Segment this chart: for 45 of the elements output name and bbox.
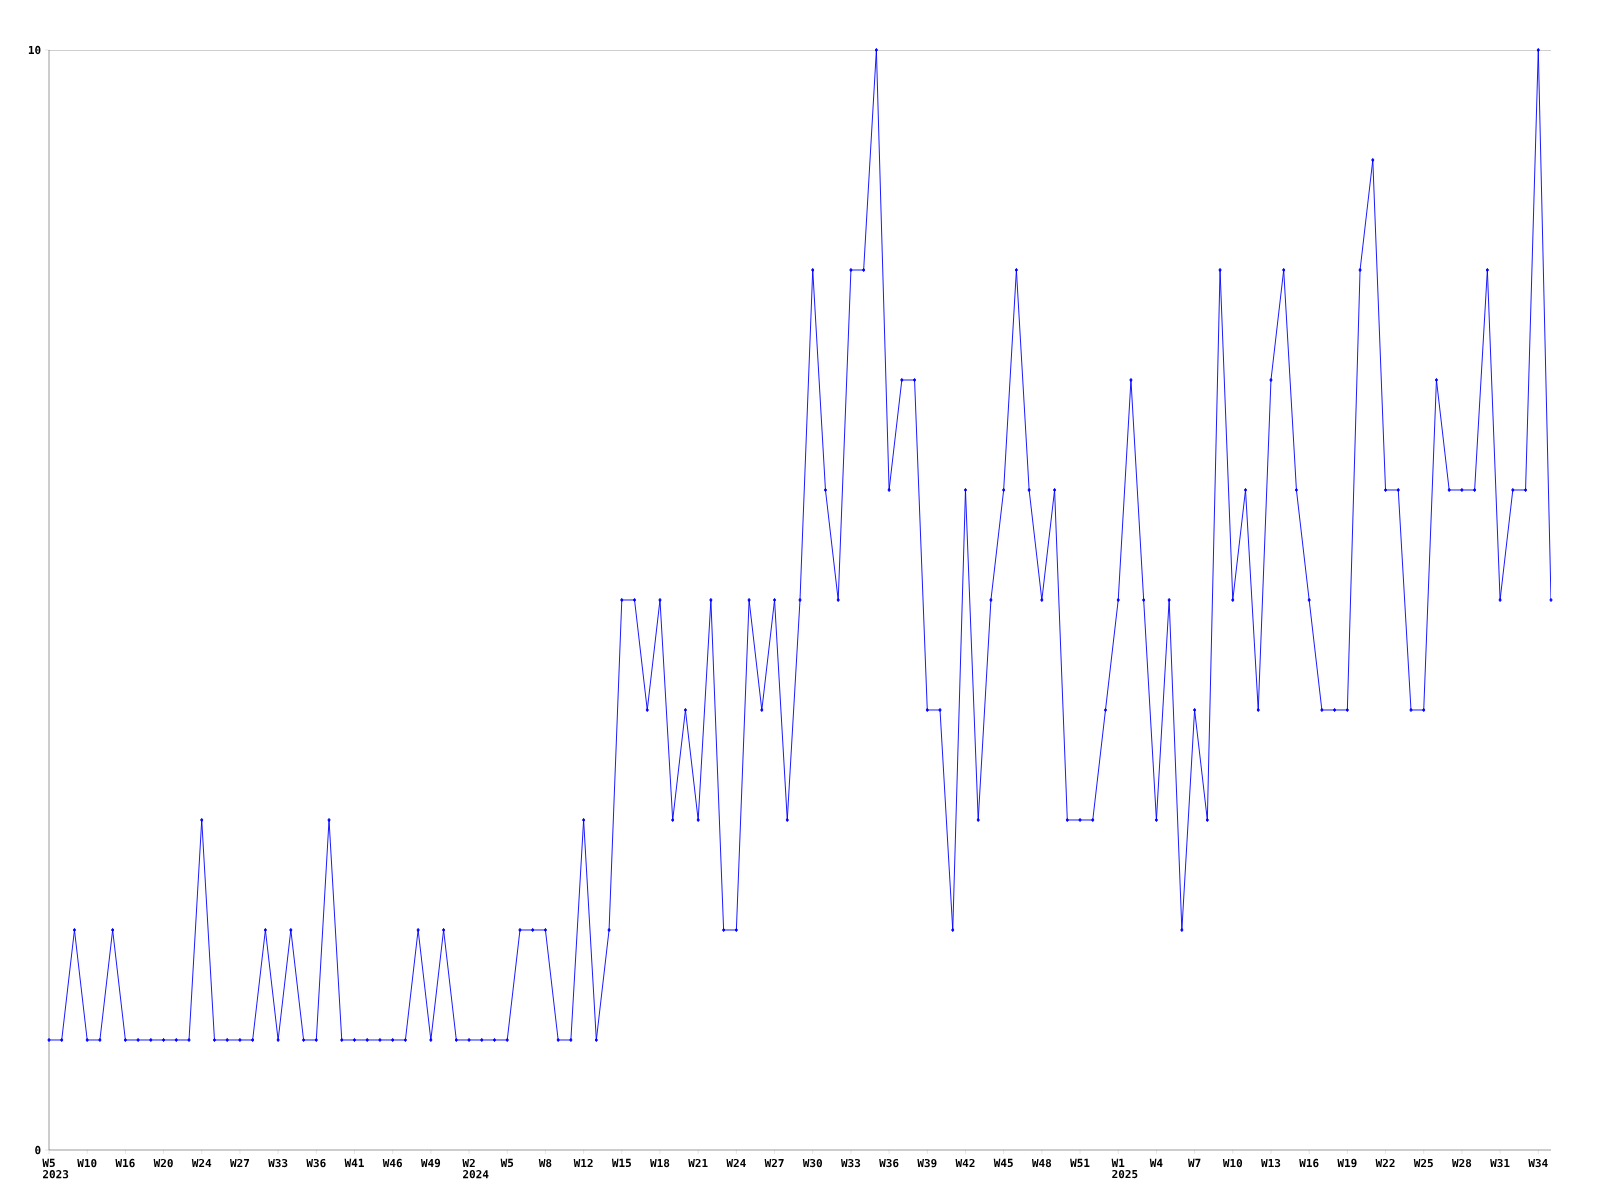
text: 2025: [1112, 1169, 1138, 1179]
x-tick-label: W19: [1337, 1158, 1357, 1168]
x-tick-label: W42: [955, 1158, 975, 1168]
y-tick-label: 10: [28, 45, 41, 55]
x-tick-label: W21: [688, 1158, 708, 1168]
x-tick-label: W22: [1375, 1158, 1395, 1168]
x-tick-label: W30: [802, 1158, 822, 1168]
x-tick-label: W36: [879, 1158, 899, 1168]
x-tick-label: W27: [764, 1158, 784, 1168]
x-tick-label: W2: [462, 1158, 475, 1168]
x-tick-label: W16: [115, 1158, 135, 1168]
x-tick-label: W41: [344, 1158, 364, 1167]
x-tick-label: W28: [1451, 1158, 1472, 1168]
x-tick-label: W33: [268, 1158, 288, 1168]
x-tick-label: W49: [420, 1158, 441, 1168]
text: 2023: [42, 1170, 69, 1179]
x-tick-label: W31: [1490, 1158, 1510, 1168]
x-tick-label: W4: [1149, 1158, 1163, 1167]
x-tick-label: W24: [191, 1158, 212, 1168]
x-tick-label: W36: [306, 1158, 326, 1168]
x-tick-label: W34: [1528, 1158, 1548, 1168]
x-tick-label: W10: [1222, 1158, 1243, 1168]
x-tick-label: W45: [993, 1158, 1013, 1168]
x-tick-label: W5: [500, 1158, 514, 1168]
x-tick-label: W46: [382, 1158, 403, 1168]
x-tick-label: W10: [77, 1158, 97, 1168]
x-tick-label: W51: [1070, 1158, 1090, 1168]
x-tick-label: W24: [726, 1158, 746, 1168]
x-tick-label: W16: [1299, 1158, 1319, 1168]
x-tick-label: W39: [917, 1158, 937, 1168]
x-tick-label: W1: [1111, 1158, 1125, 1167]
x-tick-label: W15: [611, 1158, 631, 1168]
x-tick-label: W5: [42, 1158, 55, 1168]
x-tick-label: W25: [1413, 1158, 1433, 1168]
x-tick-label: W13: [1261, 1158, 1281, 1168]
x-tick-label: W7: [1187, 1158, 1201, 1167]
x-tick-label: W20: [153, 1158, 173, 1168]
x-tick-label: W33: [840, 1158, 861, 1168]
y-tick-label: 0: [35, 1145, 41, 1155]
text: 2024: [463, 1170, 489, 1179]
x-tick-label: W8: [538, 1158, 552, 1168]
x-tick-label: W12: [573, 1158, 593, 1168]
x-tick-label: W27: [230, 1158, 250, 1168]
x-tick-label: W48: [1031, 1158, 1052, 1168]
x-tick-label: W18: [650, 1158, 670, 1168]
